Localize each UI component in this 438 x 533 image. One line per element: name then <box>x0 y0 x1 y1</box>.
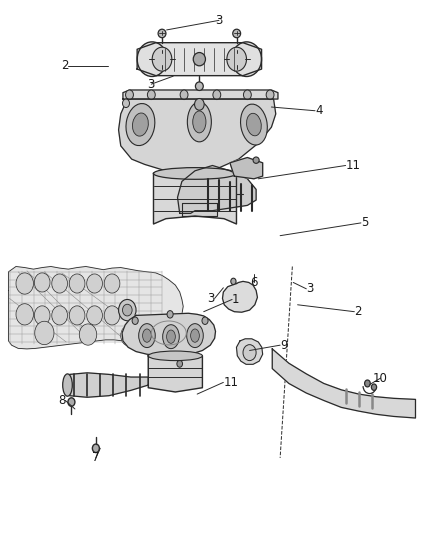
Polygon shape <box>123 90 278 99</box>
Ellipse shape <box>213 90 221 100</box>
Ellipse shape <box>232 42 261 76</box>
Ellipse shape <box>16 304 33 325</box>
Ellipse shape <box>191 329 199 342</box>
Polygon shape <box>237 339 263 365</box>
Polygon shape <box>122 313 215 356</box>
Polygon shape <box>223 281 258 312</box>
Polygon shape <box>9 266 183 349</box>
Text: 11: 11 <box>346 159 360 172</box>
Ellipse shape <box>243 345 256 361</box>
Polygon shape <box>182 203 217 216</box>
Ellipse shape <box>202 317 208 325</box>
Ellipse shape <box>162 325 179 349</box>
Ellipse shape <box>148 318 163 337</box>
Ellipse shape <box>187 102 212 142</box>
Ellipse shape <box>126 90 134 100</box>
Ellipse shape <box>123 99 130 108</box>
Text: 3: 3 <box>306 282 314 295</box>
Ellipse shape <box>148 351 202 361</box>
Text: 7: 7 <box>92 451 99 464</box>
Text: 8: 8 <box>58 394 65 407</box>
Ellipse shape <box>123 304 132 316</box>
Ellipse shape <box>193 111 206 133</box>
Ellipse shape <box>177 360 183 367</box>
Ellipse shape <box>187 324 203 348</box>
Text: 4: 4 <box>315 104 322 117</box>
Polygon shape <box>148 356 202 392</box>
Ellipse shape <box>63 374 72 396</box>
Polygon shape <box>177 165 256 213</box>
Text: 11: 11 <box>223 376 238 389</box>
Text: 3: 3 <box>215 14 223 27</box>
Ellipse shape <box>34 273 50 292</box>
Ellipse shape <box>158 29 166 38</box>
Ellipse shape <box>16 273 33 294</box>
Ellipse shape <box>193 53 205 66</box>
Ellipse shape <box>143 329 151 342</box>
Ellipse shape <box>364 380 370 387</box>
Ellipse shape <box>132 317 138 325</box>
Ellipse shape <box>126 103 155 146</box>
Ellipse shape <box>121 325 138 346</box>
Ellipse shape <box>227 47 247 71</box>
Text: 2: 2 <box>354 305 362 318</box>
Ellipse shape <box>52 306 67 325</box>
Ellipse shape <box>68 398 75 406</box>
Ellipse shape <box>195 82 203 91</box>
Ellipse shape <box>139 324 155 348</box>
Ellipse shape <box>34 306 50 325</box>
Ellipse shape <box>194 99 204 110</box>
Ellipse shape <box>244 90 251 100</box>
Ellipse shape <box>371 384 377 390</box>
Ellipse shape <box>35 321 54 345</box>
Ellipse shape <box>148 90 155 100</box>
Ellipse shape <box>231 278 236 285</box>
Text: 3: 3 <box>207 292 215 305</box>
Text: 5: 5 <box>361 216 368 229</box>
Ellipse shape <box>104 274 120 293</box>
Text: 3: 3 <box>148 78 155 91</box>
Ellipse shape <box>79 324 97 345</box>
Ellipse shape <box>69 306 85 325</box>
Text: 2: 2 <box>61 59 68 72</box>
Ellipse shape <box>132 113 148 136</box>
Ellipse shape <box>240 104 267 145</box>
Ellipse shape <box>92 444 99 453</box>
Ellipse shape <box>153 167 237 179</box>
Text: 9: 9 <box>280 338 288 352</box>
Ellipse shape <box>167 311 173 318</box>
Ellipse shape <box>104 306 120 325</box>
Polygon shape <box>153 173 237 224</box>
Ellipse shape <box>166 330 175 343</box>
Ellipse shape <box>152 47 172 71</box>
Ellipse shape <box>253 157 259 164</box>
Polygon shape <box>230 158 263 179</box>
Ellipse shape <box>137 42 167 76</box>
Ellipse shape <box>119 300 136 321</box>
Ellipse shape <box>87 274 102 293</box>
Text: 10: 10 <box>373 372 388 385</box>
Ellipse shape <box>69 274 85 293</box>
Polygon shape <box>65 373 148 397</box>
Polygon shape <box>119 99 276 173</box>
Ellipse shape <box>247 114 261 136</box>
Ellipse shape <box>87 306 102 325</box>
Polygon shape <box>272 349 416 418</box>
Ellipse shape <box>180 90 188 100</box>
Ellipse shape <box>52 274 67 293</box>
Ellipse shape <box>266 90 274 100</box>
Text: 6: 6 <box>250 276 258 289</box>
Ellipse shape <box>233 29 240 38</box>
Text: 1: 1 <box>232 293 240 306</box>
FancyBboxPatch shape <box>154 43 244 76</box>
